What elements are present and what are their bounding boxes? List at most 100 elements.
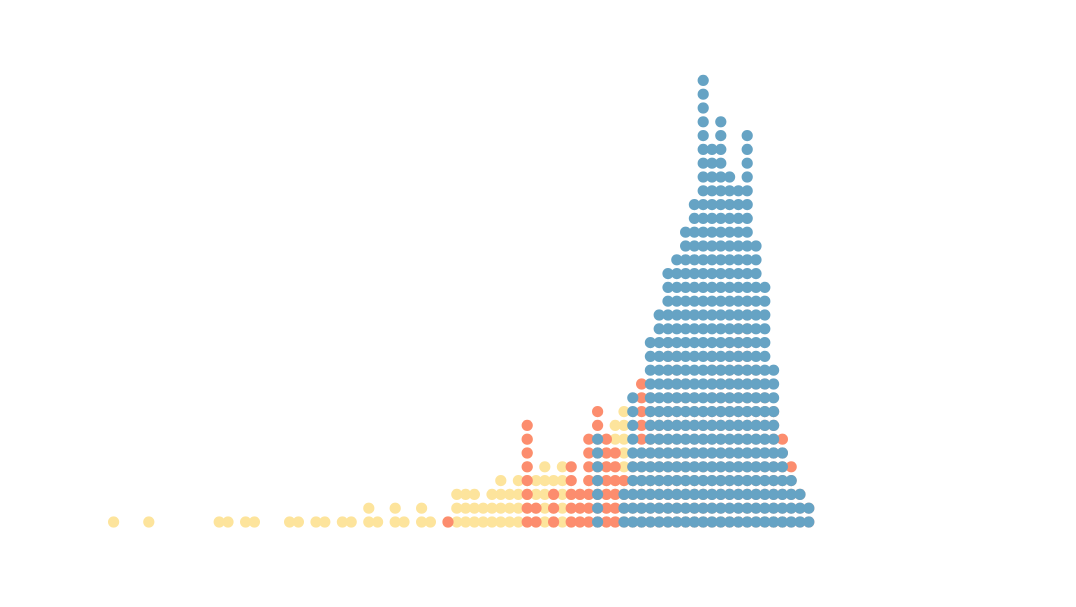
data-point [688,350,701,362]
data-point [671,281,683,293]
data-point [759,309,771,321]
data-point [715,447,727,459]
data-point [741,337,753,349]
data-point [548,475,560,487]
data-point [565,502,577,514]
data-point [680,392,692,404]
data-point [583,502,595,514]
data-point [688,226,701,238]
data-point [741,185,753,197]
data-point [539,475,551,487]
data-point [706,143,718,155]
data-point [504,516,516,528]
data-point [715,461,727,473]
data-point [310,516,322,528]
data-point [680,419,692,431]
data-point [688,406,701,418]
data-point [548,502,560,514]
data-point [662,461,674,473]
data-point [530,488,542,500]
data-point [592,419,604,431]
data-point [539,516,551,528]
data-point [750,447,762,459]
data-point [636,461,648,473]
data-point [644,475,657,487]
data-point [750,309,762,321]
data-point [750,295,762,307]
data-point [565,488,577,500]
data-point [556,502,569,514]
data-point [653,475,665,487]
data-point [697,309,709,321]
data-point [776,502,789,514]
data-point [715,433,727,445]
data-point [688,254,701,266]
data-point [688,268,701,280]
data-point [724,337,736,349]
data-point [653,309,665,321]
data-point [671,475,683,487]
data-point [609,433,621,445]
data-point [776,516,789,528]
data-point [108,516,120,528]
data-point [583,433,595,445]
data-point [662,502,674,514]
data-point [715,185,727,197]
data-point [768,447,780,459]
data-point [627,419,639,431]
data-point [697,516,709,528]
data-point [688,475,701,487]
data-point [592,502,604,514]
data-point [521,419,533,431]
data-point [706,171,718,183]
data-point [680,323,692,335]
data-point [697,88,709,100]
data-point [759,392,771,404]
data-point [741,240,753,252]
data-point [653,364,665,376]
data-point [468,488,480,500]
data-point [644,461,657,473]
data-point [609,502,621,514]
data-point [732,461,745,473]
data-point [697,475,709,487]
data-point [697,157,709,169]
data-point [750,364,762,376]
data-point [644,433,657,445]
data-point [618,488,630,500]
data-point [600,488,613,500]
data-point [759,447,771,459]
data-point [636,378,648,390]
data-point [609,516,621,528]
data-point [732,240,745,252]
data-point [759,281,771,293]
data-point [715,475,727,487]
data-point [697,74,709,86]
data-point [724,199,736,211]
data-point [521,475,533,487]
data-point [732,488,745,500]
data-point [671,350,683,362]
data-point [240,516,252,528]
data-point [688,240,701,252]
data-point [477,516,489,528]
data-point [732,226,745,238]
data-point [732,406,745,418]
data-point [706,392,718,404]
data-point [732,502,745,514]
data-point [724,254,736,266]
data-point [768,378,780,390]
data-point [319,516,331,528]
data-point [671,516,683,528]
data-point [574,488,586,500]
data-point [697,378,709,390]
data-point [653,337,665,349]
data-point [600,433,613,445]
data-point [372,516,384,528]
data-point [697,295,709,307]
data-point [539,488,551,500]
data-point [715,419,727,431]
data-point [539,502,551,514]
data-point [750,268,762,280]
